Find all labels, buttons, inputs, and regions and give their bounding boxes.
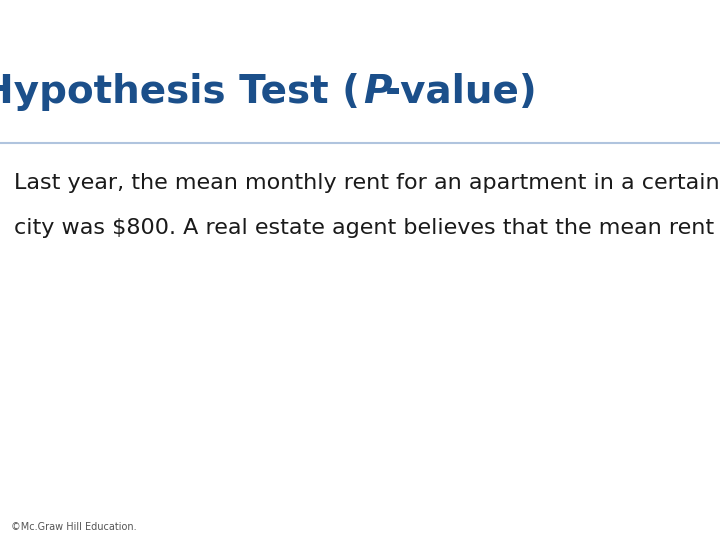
Text: Barry Monk: Barry Monk (490, 14, 561, 27)
Text: William Navidi: William Navidi (351, 14, 441, 27)
Text: P: P (364, 73, 392, 111)
Text: city was $800. A real estate agent believes that the mean rent is: city was $800. A real estate agent belie… (14, 218, 720, 238)
Text: Elementary: Elementary (14, 14, 86, 27)
Text: S T A T I S T I C S: S T A T I S T I C S (83, 13, 229, 28)
Text: Last year, the mean monthly rent for an apartment in a certain: Last year, the mean monthly rent for an … (14, 173, 720, 193)
Text: ©Mc.Graw Hill Education.: ©Mc.Graw Hill Education. (11, 522, 136, 531)
Text: Example: Hypothesis Test (: Example: Hypothesis Test ( (0, 73, 360, 111)
Text: -value): -value) (385, 73, 538, 111)
